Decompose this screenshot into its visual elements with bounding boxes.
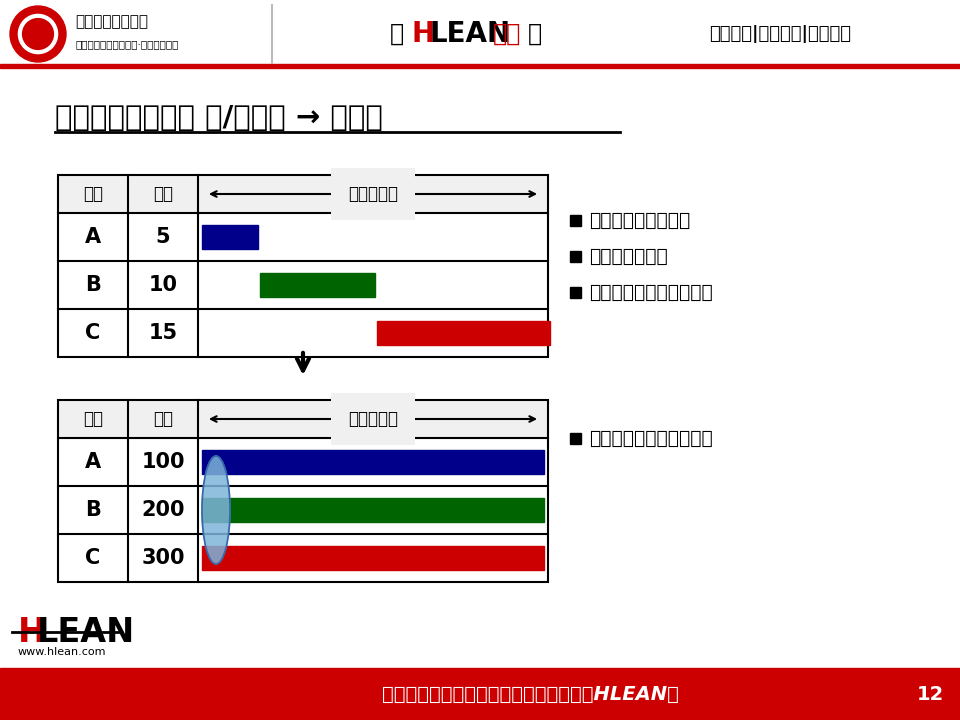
Text: 5: 5 [156,227,170,247]
Text: 持续生产产品的全部种类: 持续生产产品的全部种类 [589,428,712,448]
Text: 实施平准化步骤： 月/周计划 → 日计划: 实施平准化步骤： 月/周计划 → 日计划 [55,104,383,132]
Text: 产品: 产品 [83,185,103,203]
Text: 精益生产促进中心: 精益生产促进中心 [75,14,148,30]
Text: C: C [85,548,101,568]
Text: 学堂: 学堂 [493,22,521,46]
Text: H: H [412,20,435,48]
Text: 中国先进精益管理体系·智能制造系统: 中国先进精益管理体系·智能制造系统 [75,39,179,49]
Text: 月生产计划: 月生产计划 [348,410,398,428]
Text: H: H [18,616,46,649]
Bar [58,400,548,582]
Text: 需求: 需求 [153,410,173,428]
Bar [570,433,581,444]
Circle shape [23,19,54,50]
Bar [570,287,581,297]
Text: 产品: 产品 [83,410,103,428]
Bar [58,175,548,357]
Text: B: B [85,500,101,520]
Text: 精益生产|智能制造|管理前沿: 精益生产|智能制造|管理前沿 [709,25,851,43]
Bar [58,400,548,582]
Text: 做行业标杆，找精弘益；要幸福高效，用HLEAN！: 做行业标杆，找精弘益；要幸福高效，用HLEAN！ [381,685,679,703]
Text: C: C [85,323,101,343]
Circle shape [10,6,66,62]
Text: 12: 12 [917,685,944,703]
Text: B: B [85,275,101,295]
Text: 同样的生产顺序: 同样的生产顺序 [589,246,668,266]
Text: 】: 】 [528,22,542,46]
Text: 10: 10 [149,275,178,295]
Text: 日生产计划: 日生产计划 [348,185,398,203]
Text: LEAN: LEAN [37,616,135,649]
Text: 【: 【 [390,22,404,46]
Text: A: A [84,452,101,472]
Bar [202,498,544,521]
Ellipse shape [202,456,230,564]
Text: LEAN: LEAN [430,20,511,48]
Bar [0,0,960,68]
Bar [202,546,544,570]
Circle shape [18,14,58,53]
Bar [0,64,960,68]
Text: 每天生产产品的全部种类: 每天生产产品的全部种类 [589,282,712,302]
Bar [570,251,581,261]
Text: 200: 200 [141,500,184,520]
Bar [58,175,548,357]
Bar [570,215,581,225]
Text: 15: 15 [149,323,178,343]
Bar [0,668,960,720]
Text: 100: 100 [141,452,184,472]
Bar [58,175,548,213]
Bar [58,400,548,438]
Text: 每天生产为一个批量: 每天生产为一个批量 [589,210,690,230]
Text: 需求: 需求 [153,185,173,203]
Bar [202,451,544,474]
Bar [377,320,550,346]
Text: A: A [84,227,101,247]
Bar [260,272,375,297]
Text: www.hlean.com: www.hlean.com [18,647,107,657]
Text: 300: 300 [141,548,184,568]
Bar [202,225,258,250]
